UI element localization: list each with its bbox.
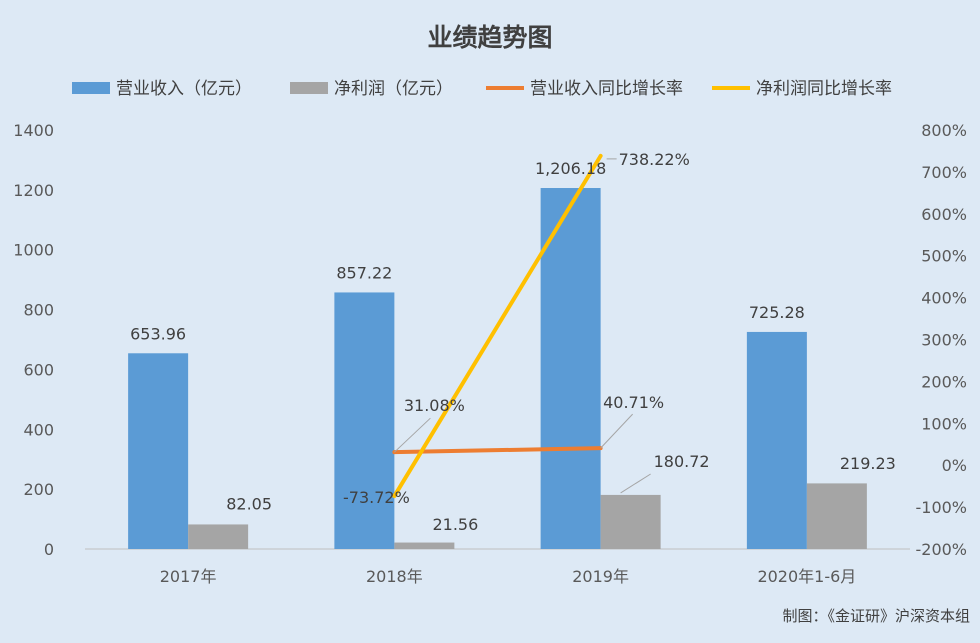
profit-leader-line [620,473,651,494]
x-tick-label: 2018年 [366,567,423,586]
left-axis: 0 200 400 600 800 1000 1200 1400 [13,121,54,559]
profit-growth-label: -73.72% [343,488,410,507]
legend-swatch-0 [72,82,110,94]
right-tick-label: 300% [921,331,967,350]
right-tick-label: 600% [921,205,967,224]
right-tick-label: -200% [915,540,967,559]
left-tick-label: 1000 [13,241,54,260]
right-tick-label: 200% [921,372,967,391]
profit-bar [806,483,867,549]
left-tick-label: 1200 [13,181,54,200]
right-tick-label: -100% [915,498,967,517]
legend-swatch-1 [290,82,328,94]
legend-label-1: 净利润（亿元） [334,79,453,99]
right-tick-label: 800% [921,121,967,140]
chart-title: 业绩趋势图 [427,23,552,52]
legend-label-3: 净利润同比增长率 [756,79,892,99]
profit-growth-label: 738.22% [619,150,690,169]
legend-label-2: 营业收入同比增长率 [530,79,683,99]
profit-label: 180.72 [654,452,710,471]
data-labels: 653.96 857.22 1,206.18 725.28 82.05 21.56 180.… [130,150,896,534]
x-axis: 2017年 2018年 2019年 2020年1-6月 [160,567,857,586]
profit-label: 82.05 [226,494,272,513]
growth-leader-line [600,413,633,449]
left-tick-label: 400 [23,420,54,439]
left-tick-label: 1400 [13,121,54,140]
revenue-growth-label: 31.08% [404,396,465,415]
right-tick-label: 700% [921,163,967,182]
revenue-growth-line [392,446,603,455]
right-tick-label: 0% [942,456,967,475]
revenue-label: 1,206.18 [535,159,606,178]
right-tick-label: 500% [921,247,967,266]
credit-text: 制图：《金证研》沪深资本组 [782,607,970,625]
revenue-bar [540,188,601,549]
revenue-bar [746,331,807,549]
profit-growth-line [392,153,603,499]
profit-bar [394,542,455,549]
x-tick-label: 2020年1-6月 [757,567,856,586]
profit-bar [188,524,249,549]
revenue-bar [128,353,189,549]
right-tick-label: 100% [921,414,967,433]
left-tick-label: 0 [44,540,54,559]
growth-lines [392,153,603,499]
bars [128,188,867,549]
x-tick-label: 2017年 [160,567,217,586]
revenue-growth-label: 40.71% [603,393,664,412]
legend-label-0: 营业收入（亿元） [116,79,252,99]
growth-leader-line [394,417,431,453]
left-tick-label: 200 [23,480,54,499]
right-axis: -200% -100% 0% 100% 200% 300% 400% 500% 600% 700%… [915,121,967,559]
revenue-label: 725.28 [749,303,805,322]
revenue-label: 653.96 [130,324,186,343]
profit-bar [600,494,661,549]
profit-label: 219.23 [840,454,896,473]
left-tick-label: 600 [23,360,54,379]
left-tick-label: 800 [23,301,54,320]
revenue-bar [334,292,395,549]
legend: 营业收入（亿元） 净利润（亿元） 营业收入同比增长率 净利润同比增长率 [72,79,892,99]
right-tick-label: 400% [921,289,967,308]
x-tick-label: 2019年 [572,567,629,586]
revenue-label: 857.22 [336,263,392,282]
profit-label: 21.56 [432,515,478,534]
